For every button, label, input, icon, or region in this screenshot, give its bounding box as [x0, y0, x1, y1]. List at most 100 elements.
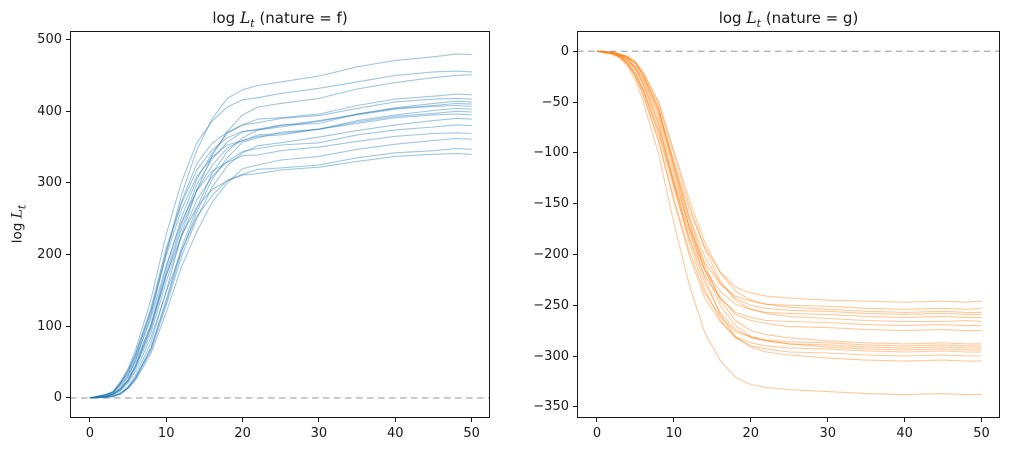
series-line [596, 50, 982, 332]
x-tick-label: 40 [387, 426, 404, 441]
series-line [596, 50, 982, 362]
y-tick-label: 200 [37, 247, 62, 263]
y-tick-mark [573, 253, 577, 255]
series-line [596, 50, 982, 327]
title-sub-t: t [756, 17, 762, 30]
x-tick-mark [673, 418, 675, 422]
series-line [89, 97, 472, 399]
y-tick-mark [66, 182, 70, 184]
series-line [596, 50, 982, 351]
y-tick-mark [66, 39, 70, 41]
series-line [596, 50, 982, 357]
y-tick-mark [66, 397, 70, 399]
title-var-L: L [239, 9, 251, 27]
y-tick-label: 500 [37, 32, 62, 48]
x-tick-mark [165, 418, 167, 422]
plot-title-nature-g: log Lt (nature = g) [577, 9, 1000, 33]
series-line [596, 50, 982, 318]
x-tick-label: 50 [463, 426, 480, 441]
x-tick-mark [904, 418, 906, 422]
series-line [89, 147, 472, 399]
y-tick-mark [573, 203, 577, 205]
y-tick-label: −150 [533, 196, 569, 212]
series-line [89, 113, 472, 399]
y-tick-label: 0 [53, 390, 62, 406]
x-tick-mark [981, 418, 983, 422]
y-tick-mark [66, 254, 70, 256]
series-line [89, 117, 472, 399]
series-line [89, 152, 472, 399]
x-tick-label: 10 [665, 426, 683, 441]
series-line [89, 53, 472, 399]
y-tick-label: 0 [560, 43, 569, 59]
series-line [89, 93, 472, 399]
title-log-prefix: log [212, 9, 240, 27]
series-line [596, 50, 982, 310]
x-tick-label: 0 [85, 426, 94, 441]
y-tick-label: −350 [533, 399, 569, 415]
axes-nature-f [70, 31, 490, 418]
x-tick-mark [318, 418, 320, 422]
title-rest: (nature = g) [761, 9, 859, 27]
series-line [89, 110, 472, 399]
series-line [89, 137, 472, 399]
x-tick-mark [471, 418, 473, 422]
x-tick-label: 30 [819, 426, 836, 441]
x-tick-mark [89, 418, 91, 422]
ylabel-sub-t: t [15, 204, 29, 210]
series-line [596, 50, 982, 349]
plot-title-nature-f: log Lt (nature = f) [70, 9, 490, 33]
ylabel-log-prefix: log [9, 218, 26, 244]
series-line [89, 124, 472, 399]
series-line [596, 50, 982, 303]
y-tick-mark [573, 152, 577, 154]
x-tick-label: 20 [742, 426, 760, 441]
title-var-L: L [746, 9, 757, 27]
y-tick-mark [573, 50, 577, 52]
x-tick-label: 40 [896, 426, 913, 441]
axes-spines [70, 31, 490, 418]
title-rest: (nature = f) [254, 9, 348, 27]
y-tick-mark [573, 406, 577, 408]
x-tick-label: 10 [157, 426, 175, 441]
y-tick-mark [573, 304, 577, 306]
series-line [596, 50, 982, 315]
series-line [596, 50, 982, 313]
ylabel-var-L: L [9, 209, 26, 219]
y-tick-mark [66, 325, 70, 327]
title-sub-t: t [250, 17, 255, 30]
series-line [89, 102, 472, 399]
x-tick-label: 0 [592, 426, 602, 441]
y-tick-label: −300 [533, 348, 569, 364]
series-line [89, 100, 472, 399]
x-tick-mark [242, 418, 244, 422]
series-line [89, 70, 472, 399]
y-tick-label: 300 [37, 175, 62, 191]
x-tick-label: 30 [310, 426, 328, 441]
x-tick-mark [750, 418, 752, 422]
series-line [596, 50, 982, 347]
series-line [89, 107, 472, 399]
y-tick-mark [573, 101, 577, 103]
series-line [596, 50, 982, 323]
y-tick-label: 100 [37, 318, 62, 334]
series-line [596, 50, 982, 396]
series-line [596, 50, 982, 345]
x-tick-mark [596, 418, 598, 422]
series-line [89, 74, 472, 399]
y-tick-mark [66, 110, 70, 112]
axes-spines [577, 31, 1000, 418]
series-line [596, 50, 982, 353]
y-tick-label: −200 [533, 246, 569, 262]
y-tick-label: −50 [541, 94, 569, 110]
series-line [89, 104, 472, 399]
x-tick-mark [827, 418, 829, 422]
series-line [89, 132, 472, 399]
x-tick-label: 50 [973, 426, 990, 441]
title-log-prefix: log [718, 9, 747, 27]
y-tick-label: −100 [533, 145, 569, 161]
y-tick-label: −250 [533, 297, 569, 313]
x-tick-label: 20 [234, 426, 251, 441]
x-tick-mark [394, 418, 396, 422]
